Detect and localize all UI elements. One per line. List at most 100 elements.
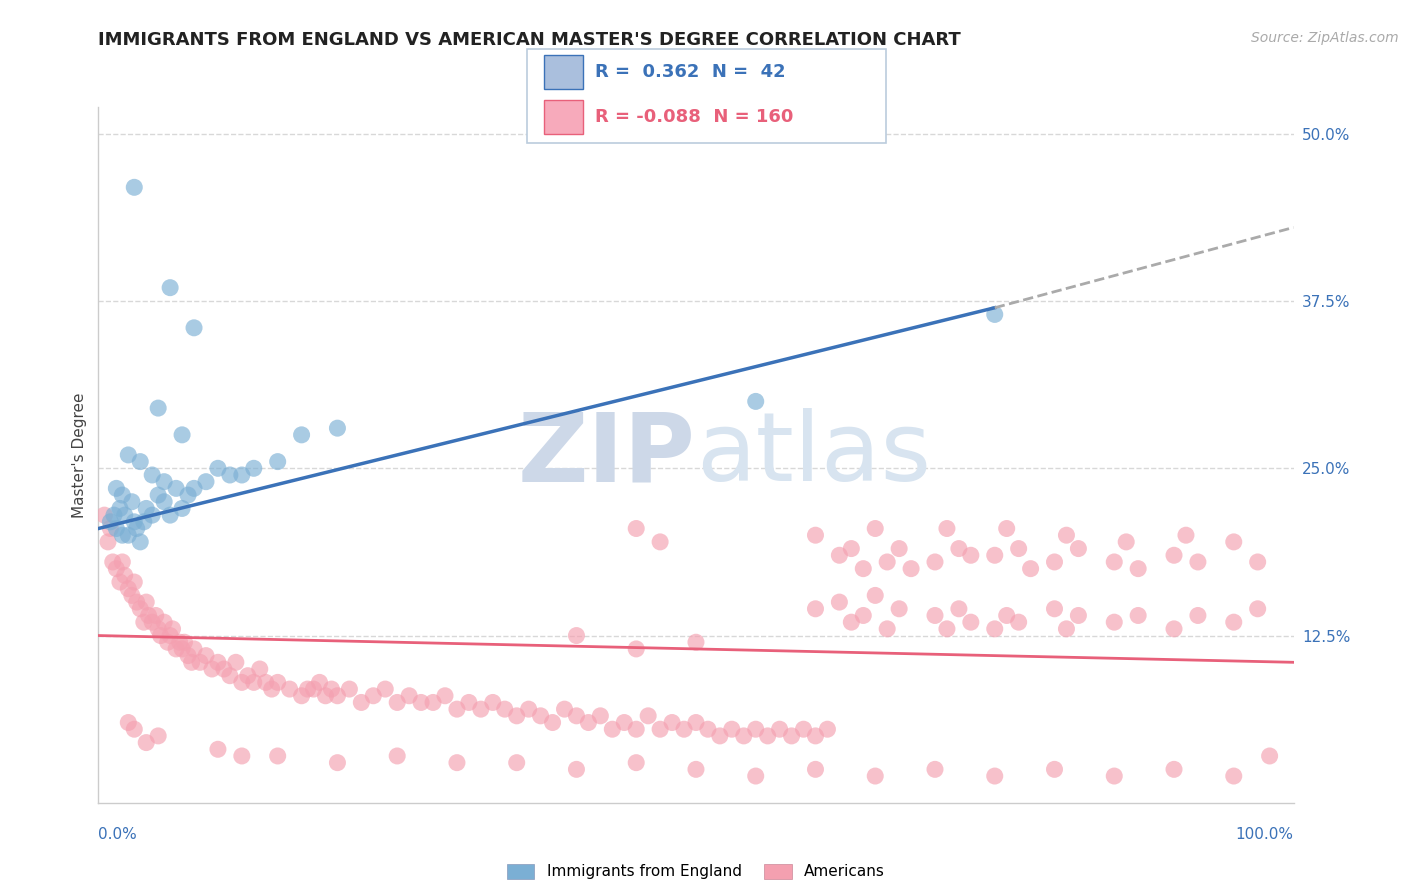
Point (135, 501, 157, 516)
Point (983, 307, 1005, 321)
Point (959, 548, 981, 563)
Point (685, 762, 707, 776)
Point (613, 715, 636, 730)
Point (172, 427, 194, 442)
Point (876, 555, 898, 569)
Point (231, 467, 253, 482)
Point (804, 762, 827, 776)
Point (207, 655, 229, 669)
Point (648, 723, 672, 737)
Point (183, 320, 205, 334)
Point (159, 280, 181, 294)
Point (983, 622, 1005, 636)
Point (177, 488, 200, 502)
Point (132, 515, 155, 529)
Point (135, 735, 157, 749)
Point (1163, 548, 1185, 563)
Point (948, 601, 970, 615)
Point (446, 756, 468, 770)
Point (1019, 562, 1042, 576)
Point (673, 723, 696, 737)
Point (207, 742, 229, 756)
Point (350, 696, 373, 710)
Point (101, 555, 124, 569)
Point (709, 729, 731, 743)
Point (983, 548, 1005, 563)
Point (863, 589, 886, 603)
Point (124, 515, 146, 529)
Point (141, 508, 163, 523)
Point (1043, 555, 1066, 569)
Point (1246, 601, 1268, 615)
Point (422, 696, 444, 710)
Point (156, 635, 179, 649)
Point (648, 534, 672, 549)
Point (242, 461, 264, 475)
Point (124, 723, 146, 737)
Point (326, 756, 349, 770)
Point (114, 568, 136, 582)
Point (1043, 762, 1066, 776)
Point (129, 455, 152, 469)
Point (506, 708, 529, 723)
Point (385, 696, 409, 710)
Point (1175, 528, 1198, 542)
Point (254, 675, 277, 690)
Point (326, 689, 349, 703)
Point (188, 655, 211, 669)
Point (148, 401, 170, 416)
Point (108, 501, 131, 516)
Point (1128, 562, 1150, 576)
Point (924, 762, 946, 776)
Point (863, 769, 886, 783)
Point (117, 448, 139, 462)
Point (138, 608, 160, 623)
Point (983, 769, 1005, 783)
Point (900, 562, 922, 576)
Point (852, 608, 875, 623)
Point (111, 488, 134, 502)
Point (565, 708, 588, 723)
Point (780, 729, 803, 743)
Point (117, 528, 139, 542)
Point (231, 675, 253, 690)
Point (889, 541, 911, 556)
Point (267, 675, 290, 690)
Text: R =  0.362  N =  42: R = 0.362 N = 42 (595, 63, 786, 81)
Point (470, 702, 492, 716)
Point (1222, 615, 1246, 630)
Point (1187, 555, 1209, 569)
Point (219, 669, 242, 683)
Point (745, 723, 768, 737)
Point (385, 749, 409, 764)
Point (148, 622, 170, 636)
Point (685, 715, 707, 730)
Point (959, 615, 981, 630)
Point (433, 689, 456, 703)
Point (172, 501, 194, 516)
Point (876, 622, 898, 636)
Point (457, 696, 479, 710)
Point (554, 702, 576, 716)
Point (212, 662, 235, 676)
Point (1163, 622, 1185, 636)
Point (685, 635, 707, 649)
Point (125, 521, 148, 535)
Point (129, 601, 152, 615)
Point (114, 508, 136, 523)
Point (225, 655, 247, 669)
Point (162, 622, 184, 636)
Point (697, 723, 720, 737)
Point (576, 715, 599, 730)
Legend: Immigrants from England, Americans: Immigrants from England, Americans (501, 857, 891, 886)
Point (103, 508, 125, 523)
Point (936, 622, 959, 636)
Point (141, 615, 163, 630)
Point (745, 769, 768, 783)
Point (135, 595, 157, 609)
Point (1222, 534, 1246, 549)
Point (565, 762, 588, 776)
Point (828, 548, 851, 563)
Point (815, 723, 838, 737)
Point (541, 715, 564, 730)
